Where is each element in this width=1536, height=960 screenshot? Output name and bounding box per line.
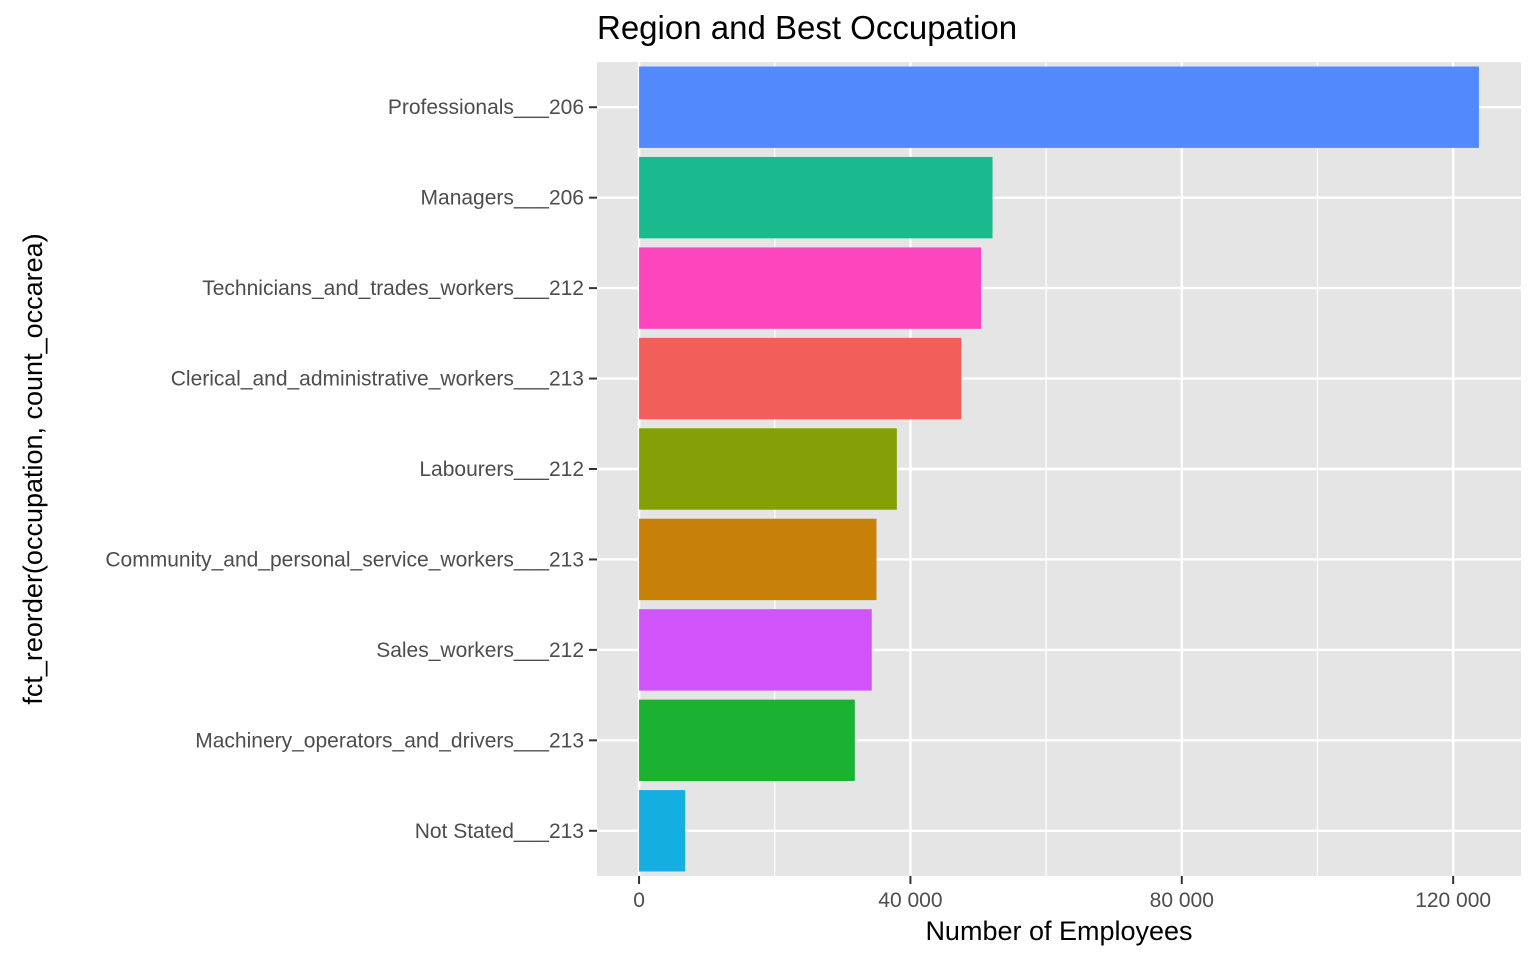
bar: [639, 609, 872, 691]
x-tick-label: 0: [633, 889, 645, 912]
chart-title: Region and Best Occupation: [597, 9, 1017, 46]
bar: [639, 66, 1479, 148]
bar: [639, 699, 855, 782]
x-tick-label: 40 000: [878, 889, 942, 912]
y-tick-label: Community_and_personal_service_workers__…: [105, 548, 584, 571]
y-tick-label: Managers___206: [421, 187, 584, 210]
x-tick-label: 120 000: [1415, 889, 1491, 912]
y-tick-label: Sales_workers___212: [376, 639, 584, 662]
y-tick-label: Labourers___212: [419, 458, 584, 481]
y-tick-label: Professionals___206: [388, 96, 584, 119]
y-tick-label: Machinery_operators_and_drivers___213: [195, 729, 584, 752]
bar: [639, 337, 962, 420]
bar: [639, 518, 877, 601]
y-tick-label: Clerical_and_administrative_workers___21…: [171, 368, 584, 391]
bar: [639, 247, 981, 329]
axes: Professionals___206 Managers___206 Technic…: [105, 96, 1491, 912]
y-tick-label: Not Stated___213: [415, 820, 584, 843]
bars: [639, 66, 1479, 872]
bar: [639, 156, 993, 239]
x-axis-title: Number of Employees: [925, 916, 1192, 946]
x-tick-label: 80 000: [1150, 889, 1214, 912]
bar: [639, 428, 897, 510]
bar: [639, 790, 686, 872]
y-axis-title: fct_reorder(occupation, count_occarea): [18, 233, 48, 704]
y-tick-label: Technicians_and_trades_workers___212: [202, 277, 584, 300]
